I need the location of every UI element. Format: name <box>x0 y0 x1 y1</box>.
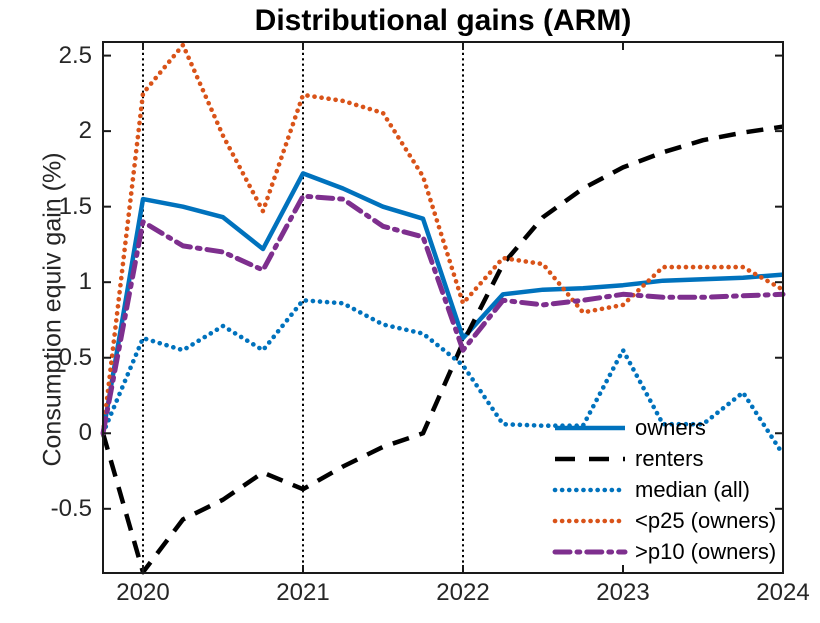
legend-row: >p10 (owners) <box>552 536 776 567</box>
legend: owners renters median (all) <p25 (owners) >p… <box>552 412 776 567</box>
y-tick-label: 0 <box>78 419 92 447</box>
y-tick-label: 2.5 <box>58 41 92 69</box>
legend-line-sample <box>555 456 625 461</box>
legend-row: median (all) <box>552 474 776 505</box>
x-tick-label: 2020 <box>116 579 170 606</box>
legend-line-sample <box>552 549 628 554</box>
x-tick-label: 2024 <box>756 579 810 606</box>
series-line--p25-owners- <box>100 42 786 436</box>
chart-title: Distributional gains (ARM) <box>254 4 632 37</box>
legend-label: >p10 (owners) <box>635 538 777 564</box>
legend-line-sample <box>552 518 628 523</box>
legend-label: renters <box>635 445 704 471</box>
y-tick-label: -0.5 <box>50 494 92 522</box>
axes-box <box>102 41 784 574</box>
series-line-median-all- <box>100 297 786 457</box>
legend-label: owners <box>635 414 706 440</box>
legend-row: renters <box>552 443 776 474</box>
legend-row: <p25 (owners) <box>552 505 776 536</box>
y-tick-label: 2 <box>78 117 92 145</box>
y-tick-label: 1.5 <box>58 192 92 220</box>
legend-label: <p25 (owners) <box>635 507 777 533</box>
y-tick-label: 1 <box>78 268 92 296</box>
series-line-renters <box>100 124 784 575</box>
x-tick-label: 2021 <box>276 579 330 606</box>
legend-row: owners <box>552 412 776 443</box>
series-line--p10-owners- <box>100 193 786 436</box>
legend-line-sample <box>552 487 628 492</box>
x-tick-label: 2023 <box>596 579 650 606</box>
x-tick-label: 2022 <box>436 579 490 606</box>
legend-label: median (all) <box>635 476 750 502</box>
legend-line-sample <box>555 425 625 430</box>
series-line-owners <box>100 171 784 434</box>
y-tick-label: 0.5 <box>58 343 92 371</box>
